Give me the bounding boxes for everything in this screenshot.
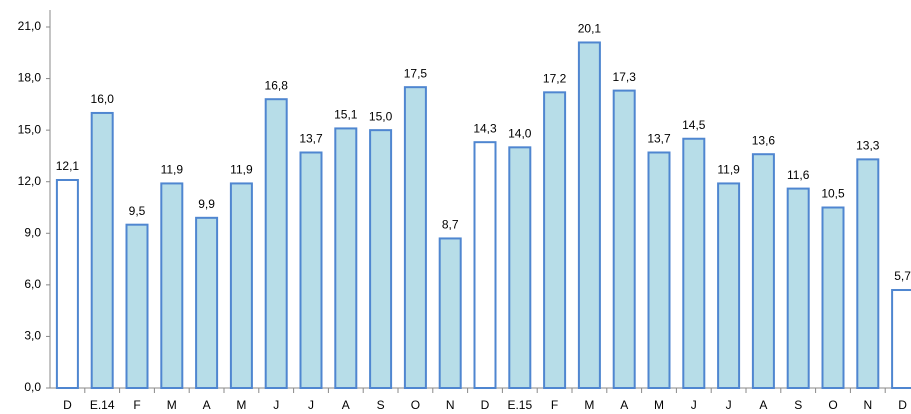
value-label: 8,7: [442, 218, 459, 232]
value-label: 14,5: [682, 118, 706, 132]
value-label: 17,2: [543, 71, 567, 85]
x-tick-label: A: [620, 398, 628, 412]
value-label: 15,0: [369, 109, 393, 123]
value-label: 11,9: [717, 163, 740, 177]
bar: [160, 182, 184, 389]
x-tick-label: M: [167, 398, 177, 412]
x-tick-label: N: [863, 398, 872, 412]
bar: [821, 206, 845, 389]
x-tick-label: O: [411, 398, 420, 412]
bar: [125, 223, 149, 389]
bar: [577, 41, 601, 389]
x-tick-label: M: [654, 398, 664, 412]
bar: [647, 151, 671, 389]
bar: [891, 289, 911, 389]
x-tick-label: O: [828, 398, 837, 412]
x-tick-label: N: [446, 398, 455, 412]
bar: [682, 137, 706, 389]
x-tick-label: S: [794, 398, 802, 412]
bar: [508, 146, 532, 389]
value-label: 14,0: [508, 127, 532, 141]
x-tick-label: J: [308, 398, 314, 412]
x-tick-label: D: [898, 398, 907, 412]
x-tick-label: F: [133, 398, 140, 412]
value-label: 5,7: [894, 269, 911, 283]
x-tick-label: S: [377, 398, 385, 412]
value-label: 17,3: [613, 70, 637, 84]
value-label: 11,9: [161, 163, 184, 177]
x-tick-label: F: [551, 398, 558, 412]
x-tick-label: A: [203, 398, 211, 412]
bar: [299, 151, 323, 389]
bar: [334, 127, 358, 390]
bar: [612, 89, 636, 389]
value-label: 10,5: [821, 187, 845, 201]
value-label: 14,3: [473, 121, 497, 135]
bar: [403, 86, 427, 390]
bar: [90, 111, 114, 389]
bar: [369, 129, 393, 389]
value-label: 17,5: [404, 66, 428, 80]
bar: [473, 141, 497, 389]
x-tick-label: E.15: [507, 398, 532, 412]
x-tick-label: M: [236, 398, 246, 412]
value-label: 13,6: [752, 133, 776, 147]
value-label: 9,9: [198, 197, 215, 211]
x-tick-label: E.14: [90, 398, 115, 412]
bar: [543, 91, 567, 389]
value-label: 20,1: [578, 22, 602, 36]
x-tick-label: D: [481, 398, 490, 412]
bar: [438, 237, 462, 389]
bar: [786, 187, 810, 389]
value-label: 12,1: [56, 159, 80, 173]
y-tick-label: 12,0: [18, 174, 42, 188]
value-label: 16,8: [265, 78, 289, 92]
x-tick-label: M: [584, 398, 594, 412]
y-tick-label: 15,0: [18, 122, 42, 136]
value-label: 13,7: [299, 132, 323, 146]
value-label: 11,9: [230, 163, 253, 177]
value-label: 9,5: [129, 204, 146, 218]
bar: [55, 178, 79, 389]
value-label: 15,1: [334, 108, 358, 122]
value-label: 13,3: [856, 139, 880, 153]
bar: [195, 216, 219, 389]
bar: [229, 182, 253, 389]
value-label: 16,0: [91, 92, 115, 106]
bar: [751, 153, 775, 389]
y-tick-label: 6,0: [24, 277, 41, 291]
x-tick-label: J: [273, 398, 279, 412]
value-label: 13,7: [647, 132, 671, 146]
value-label: 11,6: [787, 168, 810, 182]
x-tick-label: A: [342, 398, 350, 412]
bar: [264, 98, 288, 389]
x-tick-label: A: [759, 398, 767, 412]
bar: [717, 182, 741, 389]
y-tick-label: 0,0: [24, 380, 41, 394]
y-tick-label: 18,0: [18, 71, 42, 85]
x-tick-label: J: [691, 398, 697, 412]
y-tick-label: 9,0: [24, 225, 41, 239]
y-tick-label: 3,0: [24, 329, 41, 343]
bar: [856, 158, 880, 389]
y-tick-label: 21,0: [18, 19, 42, 33]
x-tick-label: J: [726, 398, 732, 412]
x-tick-label: D: [63, 398, 72, 412]
